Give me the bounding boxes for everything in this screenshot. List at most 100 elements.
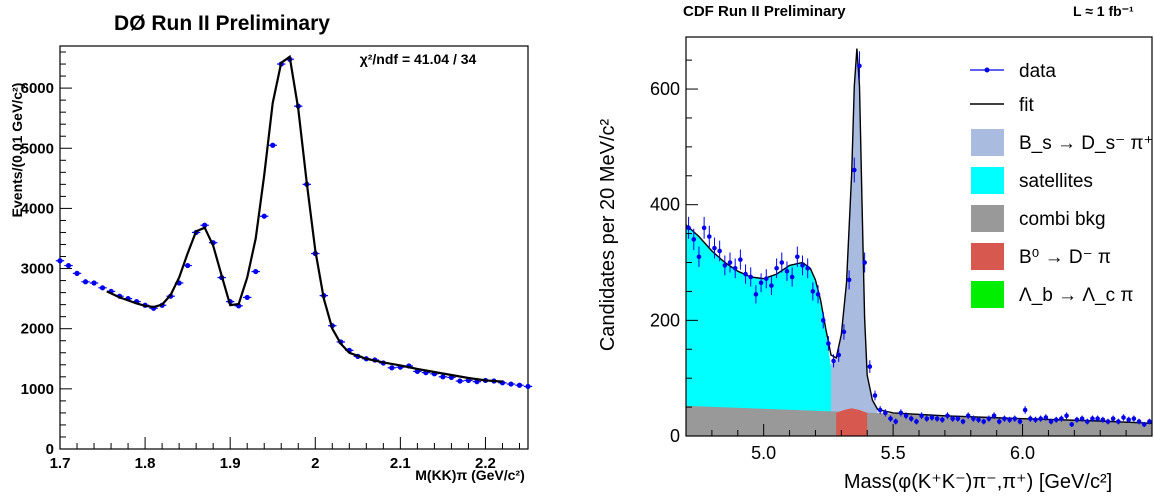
right-data-point [691,237,697,242]
right-data-point [1043,415,1049,420]
right-data-point [862,260,867,265]
left-x-tick-label: 1.9 [220,455,241,472]
right-data-point [800,263,805,268]
left-y-tick-label: 1000 [21,381,54,398]
right-data-point [924,416,930,421]
left-y-tick-label: 6000 [21,80,54,97]
left-x-tick-label: 2.1 [390,455,411,472]
right-data-point [1100,417,1106,423]
right-data-point [1126,417,1131,423]
legend-entry: B⁰ → D⁻ π [971,243,1111,270]
right-data-point [996,419,1002,424]
right-data-point [908,416,914,421]
legend-label: satellites [1019,171,1093,192]
right-data-point [1147,419,1152,424]
left-data-point [516,382,523,388]
right-data-point [940,417,945,423]
right-data-point [893,419,898,424]
right-data-point [1121,415,1126,420]
left-chi2-annotation: χ²/ndf = 41.04 / 34 [360,51,477,67]
left-data-point [57,258,63,264]
left-data-point [244,294,250,301]
right-data-point [981,419,987,424]
right-data-point [701,225,707,231]
left-title: DØ Run II Preliminary [114,12,330,35]
legend-label: data [1019,61,1056,82]
right-data-point [1038,416,1043,421]
right-data-point [888,416,893,421]
legend-entry: data [970,61,1056,82]
left-plot-frame [59,45,529,450]
right-data-point [883,410,888,416]
left-data-points [55,56,533,390]
right-data-point [955,416,961,421]
right-data-point [976,417,981,423]
right-data-point [991,413,997,419]
legend-label: B_s → D_s⁻ π⁺ [1019,133,1154,154]
left-data-point [525,383,531,390]
right-data-point [1074,417,1080,423]
right-data-point [1079,416,1085,421]
right-chart: CDF Run II Preliminary L ≈ 1 fb⁻¹ Candid… [597,3,1154,493]
right-luminosity: L ≈ 1 fb⁻¹ [1073,3,1134,19]
right-data-point [696,254,702,260]
left-data-point [253,268,259,275]
left-data-point [74,270,80,276]
left-y-tick-label: 3000 [21,261,54,278]
bs-signal-area [831,51,878,436]
right-data-point [872,393,878,398]
right-y-tick-label: 0 [670,426,680,446]
right-data-point [1084,419,1090,424]
left-x-label: M(KK)π (GeV/c²) [415,467,525,483]
right-data-point [789,274,795,280]
right-data-point [831,358,836,364]
right-data-point [1048,419,1054,424]
right-data-point [820,318,826,323]
right-data-point [769,283,774,288]
right-data-point [965,413,971,419]
legend-swatch-box [971,243,1004,270]
right-data-point [727,260,733,265]
right-data-point [1059,416,1064,421]
right-data-points [686,51,1152,428]
right-data-point [945,413,950,419]
right-data-point [898,410,904,416]
right-data-point [712,245,717,251]
right-data-point [1069,422,1075,427]
right-data-point [929,415,935,420]
left-x-tick-label: 2.2 [475,455,496,472]
right-data-point [836,352,842,358]
right-data-point [851,167,857,173]
combi-bkg-area [686,405,1152,436]
right-data-point [1095,416,1100,421]
right-data-point [795,254,800,260]
right-data-point [738,257,743,262]
right-data-point [815,292,821,297]
right-data-point [805,266,810,271]
right-x-tick-label: 5.5 [881,443,906,463]
right-data-point [841,329,847,335]
left-data-point [91,280,97,286]
right-data-point [774,266,779,271]
left-data-point [99,285,106,291]
right-data-point [1033,417,1038,423]
right-data-point [914,419,919,424]
left-x-tick-label: 1.7 [50,455,71,472]
legend-entry: B_s → D_s⁻ π⁺ [971,129,1154,156]
right-data-point [763,276,769,282]
right-data-point [717,248,722,254]
right-data-point [1053,417,1059,423]
right-data-point [960,419,966,424]
legend-entry: fit [970,95,1035,116]
right-x-label: Mass(φ(K⁺K⁻)π⁻,π⁺) [GeV/c²] [844,471,1112,493]
right-x-tick-label: 6.0 [1010,443,1035,463]
right-data-point [846,277,852,283]
legend-entry: combi bkg [971,205,1106,232]
right-data-point [971,416,976,421]
right-data-point [903,413,909,419]
right-data-point [1007,417,1012,423]
right-data-point [732,266,738,271]
right-data-point [1131,416,1137,421]
left-y-tick-label: 4000 [21,200,54,217]
